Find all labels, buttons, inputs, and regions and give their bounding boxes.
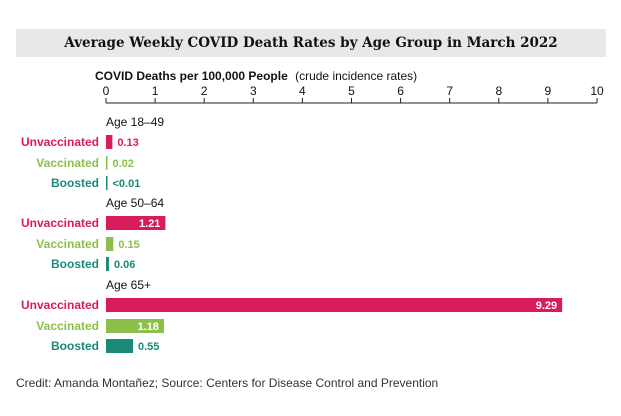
x-tick-label: 10 <box>590 84 604 98</box>
bar-value-label: 0.55 <box>138 341 159 353</box>
group-label: Age 18–49 <box>106 115 164 129</box>
series-label: Vaccinated <box>36 237 99 251</box>
chart: COVID Deaths per 100,000 People (crude i… <box>21 69 604 353</box>
bar <box>106 176 108 190</box>
x-tick-label: 4 <box>299 84 306 98</box>
x-tick-label: 3 <box>250 84 257 98</box>
series-label: Unvaccinated <box>21 216 99 230</box>
bar <box>106 135 113 149</box>
bar-value-label: 9.29 <box>536 300 557 312</box>
series-label: Unvaccinated <box>21 298 99 312</box>
bar <box>106 319 164 333</box>
x-tick-label: 9 <box>545 84 552 98</box>
bar-value-label: 1.18 <box>138 321 159 333</box>
x-tick-label: 6 <box>397 84 404 98</box>
axis-title-rest: (crude incidence rates) <box>295 69 417 83</box>
bar-value-label: 1.21 <box>139 218 160 230</box>
x-tick-label: 2 <box>201 84 208 98</box>
series-label: Unvaccinated <box>21 135 99 149</box>
bar <box>106 339 134 353</box>
bar-value-label: <0.01 <box>113 178 141 190</box>
series-label: Vaccinated <box>36 156 99 170</box>
bar <box>106 216 166 230</box>
x-tick-label: 0 <box>103 84 110 98</box>
series-label: Vaccinated <box>36 319 99 333</box>
credit-line: Credit: Amanda Montañez; Source: Centers… <box>16 376 439 390</box>
x-tick-label: 8 <box>495 84 502 98</box>
group-label: Age 65+ <box>106 278 151 292</box>
bar <box>106 298 563 312</box>
group-label: Age 50–64 <box>106 196 164 210</box>
x-axis: 0 1 2 3 4 5 6 7 8 9 10 <box>103 84 604 104</box>
bar <box>106 257 109 271</box>
x-tick-label: 5 <box>348 84 355 98</box>
bar <box>106 237 114 251</box>
axis-title: COVID Deaths per 100,000 People (crude i… <box>95 69 417 83</box>
bar-value-label: 0.15 <box>118 239 139 251</box>
series-label: Boosted <box>51 257 99 271</box>
series-label: Boosted <box>51 339 99 353</box>
bars-layer: Age 18–49 Unvaccinated 0.13 Vaccinated 0.02 B… <box>21 115 563 353</box>
bar-value-label: 0.06 <box>114 259 135 271</box>
chart-title: Average Weekly COVID Death Rates by Age … <box>64 35 558 51</box>
bar-value-label: 0.13 <box>117 137 138 149</box>
x-tick-label: 7 <box>446 84 453 98</box>
bar <box>106 156 108 170</box>
axis-title-bold: COVID Deaths per 100,000 People <box>95 69 288 83</box>
x-tick-label: 1 <box>152 84 159 98</box>
title-band: Average Weekly COVID Death Rates by Age … <box>16 29 606 57</box>
bar-value-label: 0.02 <box>113 158 134 170</box>
series-label: Boosted <box>51 176 99 190</box>
